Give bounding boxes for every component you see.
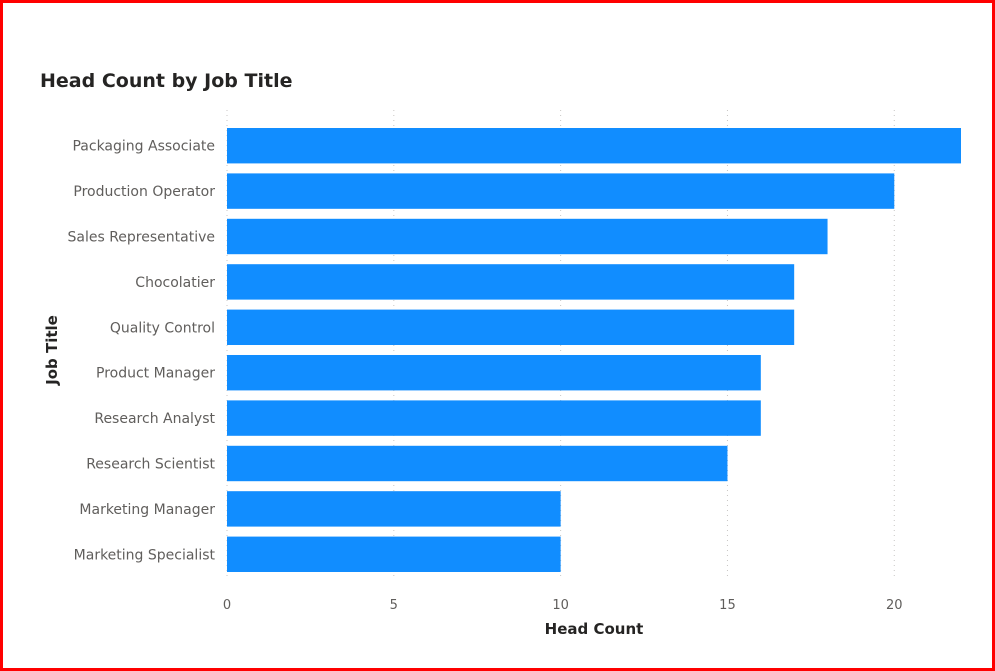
- category-label: Production Operator: [73, 184, 215, 200]
- category-label: Packaging Associate: [72, 139, 215, 155]
- x-tick-label: 10: [552, 598, 569, 613]
- bar[interactable]: [227, 491, 561, 527]
- category-label: Marketing Manager: [79, 502, 215, 518]
- bar[interactable]: [227, 400, 761, 436]
- category-labels: Packaging Associate Production Operator Sa…: [68, 139, 216, 564]
- chart-title: Head Count by Job Title: [40, 70, 293, 92]
- bar[interactable]: [227, 128, 961, 164]
- bar[interactable]: [227, 218, 828, 255]
- bar[interactable]: [227, 445, 728, 482]
- bar[interactable]: [227, 173, 895, 209]
- bar[interactable]: [227, 309, 795, 346]
- x-tick-label: 15: [719, 598, 736, 613]
- category-label: Research Analyst: [94, 411, 215, 427]
- bar[interactable]: [227, 354, 761, 391]
- x-tick-label: 20: [886, 598, 903, 613]
- y-axis-title: Job Title: [43, 315, 61, 386]
- bar[interactable]: [227, 264, 795, 300]
- category-label: Sales Representative: [68, 230, 216, 246]
- category-label: Quality Control: [110, 320, 215, 336]
- x-tick-labels: 0 5 10 15 20: [223, 598, 903, 613]
- category-label: Chocolatier: [135, 275, 215, 291]
- category-label: Product Manager: [96, 366, 215, 382]
- bar[interactable]: [227, 536, 561, 572]
- x-tick-label: 5: [390, 598, 398, 613]
- x-tick-label: 0: [223, 598, 231, 613]
- bars: [227, 128, 961, 572]
- category-label: Research Scientist: [86, 456, 215, 472]
- category-label: Marketing Specialist: [74, 547, 216, 563]
- x-axis-title: Head Count: [545, 620, 644, 638]
